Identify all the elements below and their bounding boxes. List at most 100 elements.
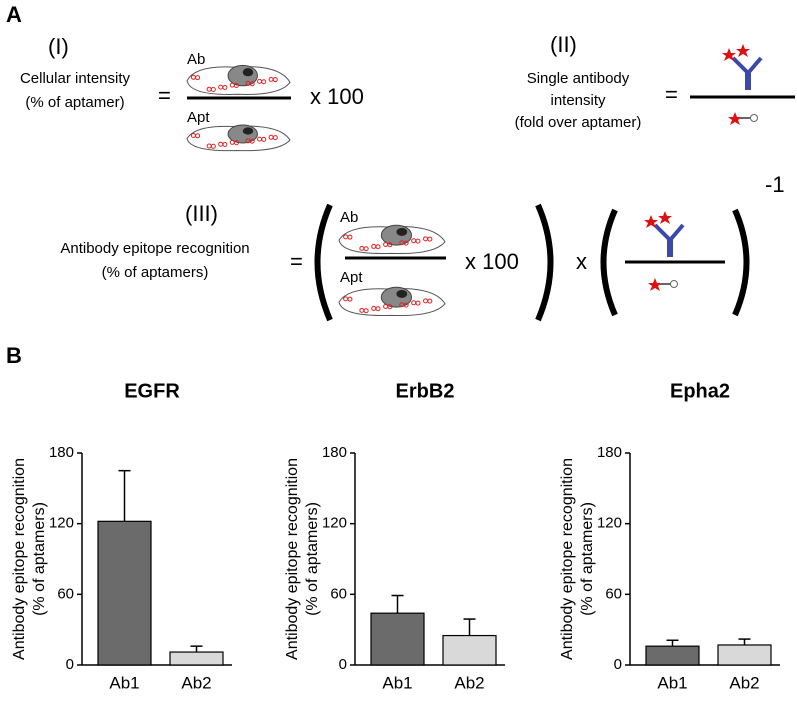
eq-text: (fold over aptamer) <box>515 114 642 131</box>
vesicle <box>363 246 369 252</box>
chart-title: ErbB2 <box>396 380 455 402</box>
eq-text: (% of aptamer) <box>25 94 124 111</box>
vesicle <box>233 140 239 146</box>
vesicle <box>347 234 353 240</box>
x-tick-label: Ab1 <box>657 673 687 692</box>
bar <box>169 651 224 666</box>
antibody-icon <box>722 44 763 90</box>
panel-label: A <box>6 2 22 27</box>
panel-label: B <box>6 343 22 368</box>
y-tick-label: 180 <box>49 444 74 461</box>
cell-icon <box>338 224 446 255</box>
y-tick-label: 0 <box>339 656 347 673</box>
y-tick-label: 180 <box>597 444 622 461</box>
y-tick-label: 0 <box>614 656 622 673</box>
vesicle <box>233 82 239 88</box>
nucleolus <box>242 68 254 77</box>
vesicle <box>387 242 393 248</box>
chart-title: Epha2 <box>670 380 730 402</box>
y-tick-label: 120 <box>49 515 74 532</box>
cell-icon <box>186 124 291 152</box>
vesicle <box>261 136 267 142</box>
nucleolus <box>396 289 408 298</box>
vesicle <box>347 296 353 302</box>
antibody <box>731 56 763 90</box>
parenthesis <box>732 208 750 317</box>
vesicle <box>222 142 228 147</box>
antibody <box>653 223 685 257</box>
y-tick-label: 120 <box>322 515 347 532</box>
star <box>722 48 736 61</box>
parenthesis <box>600 208 618 317</box>
y-axis-label: (% of aptamers) <box>31 502 48 616</box>
equals: = <box>290 249 303 274</box>
antibody-icon <box>644 211 685 257</box>
vesicle <box>427 298 433 304</box>
eq-number: (II) <box>550 32 577 57</box>
eq-text: Single antibody <box>527 70 630 87</box>
nucleolus <box>242 127 254 135</box>
star <box>658 211 672 224</box>
aptamer-icon <box>648 278 678 291</box>
vesicle <box>375 244 381 250</box>
y-tick-label: 120 <box>597 515 622 532</box>
vesicle <box>415 300 421 306</box>
aptamer-icon <box>728 112 758 125</box>
fraction-label: Apt <box>340 269 363 286</box>
star <box>728 112 742 125</box>
bar <box>645 645 700 666</box>
fraction-label: Ab <box>340 209 358 226</box>
vesicle <box>249 81 255 87</box>
star <box>648 278 662 291</box>
equals: = <box>665 82 678 107</box>
y-axis-label: Antibody epitope recognition <box>284 458 301 660</box>
vesicle <box>403 302 409 308</box>
cell-icon <box>186 64 291 95</box>
chart-title: EGFR <box>124 380 180 402</box>
bar <box>370 612 425 666</box>
vesicle <box>210 143 216 149</box>
vesicle <box>261 79 267 85</box>
fraction-label: Apt <box>187 109 210 126</box>
eq-number: (I) <box>48 34 69 59</box>
y-axis-label: (% of aptamers) <box>304 502 321 616</box>
vesicle <box>195 75 201 81</box>
eq-text: Antibody epitope recognition <box>60 240 249 257</box>
aptamer-loop <box>750 114 758 122</box>
equals: = <box>158 83 171 108</box>
star <box>736 44 750 57</box>
vesicle <box>222 85 228 90</box>
eq-text: Cellular intensity <box>20 70 131 87</box>
star <box>644 215 658 228</box>
aptamer-loop <box>670 280 678 288</box>
y-tick-label: 60 <box>330 585 347 602</box>
vesicle <box>272 135 278 141</box>
vesicle <box>210 87 216 93</box>
y-axis-label: Antibody epitope recognition <box>11 458 28 660</box>
nucleolus <box>396 227 408 236</box>
parenthesis <box>314 203 333 322</box>
vesicle <box>249 138 255 144</box>
eq-text: (% of aptamers) <box>102 264 209 281</box>
multiplier: x <box>576 249 587 274</box>
y-axis-label: Antibody epitope recognition <box>559 458 576 660</box>
multiplier: x 100 <box>465 249 519 274</box>
bar <box>442 634 497 666</box>
eq-number: (III) <box>185 201 218 226</box>
y-axis-label: (% of aptamers) <box>579 502 596 616</box>
vesicle <box>387 304 393 310</box>
y-tick-label: 0 <box>66 656 74 673</box>
x-tick-label: Ab1 <box>109 673 139 692</box>
vesicle <box>195 133 201 139</box>
y-tick-label: 60 <box>605 585 622 602</box>
y-tick-label: 180 <box>322 444 347 461</box>
vesicle <box>363 308 369 314</box>
x-tick-label: Ab2 <box>181 673 211 692</box>
x-tick-label: Ab1 <box>382 673 412 692</box>
vesicle <box>375 306 381 312</box>
vesicle <box>427 236 433 242</box>
multiplier: x 100 <box>310 84 364 109</box>
vesicle <box>415 238 421 244</box>
bar <box>97 520 152 666</box>
bar <box>717 644 772 666</box>
